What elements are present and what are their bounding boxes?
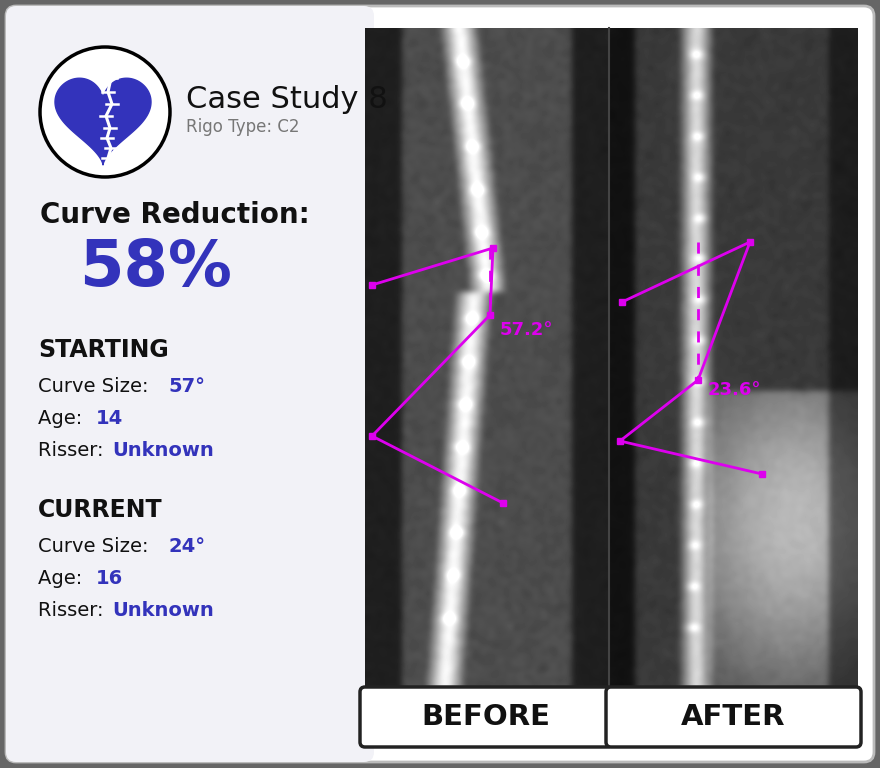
Text: Case Study 8: Case Study 8 <box>186 85 388 114</box>
Text: Risser:: Risser: <box>38 441 110 459</box>
Circle shape <box>40 47 170 177</box>
Text: Curve Size:: Curve Size: <box>38 538 155 557</box>
Text: Curve Reduction:: Curve Reduction: <box>40 201 310 229</box>
Text: Risser:: Risser: <box>38 601 110 621</box>
Text: 58%: 58% <box>78 237 231 299</box>
Text: STARTING: STARTING <box>38 338 169 362</box>
Text: 23.6°: 23.6° <box>708 381 761 399</box>
Polygon shape <box>55 78 151 165</box>
FancyBboxPatch shape <box>606 687 861 747</box>
Text: BEFORE: BEFORE <box>422 703 551 731</box>
FancyBboxPatch shape <box>6 6 874 762</box>
Text: AFTER: AFTER <box>681 703 785 731</box>
FancyBboxPatch shape <box>360 687 612 747</box>
Text: Unknown: Unknown <box>112 441 214 459</box>
Text: Age:: Age: <box>38 570 89 588</box>
Text: 24°: 24° <box>168 538 205 557</box>
Text: Age:: Age: <box>38 409 89 428</box>
Text: CURRENT: CURRENT <box>38 498 163 522</box>
Text: 14: 14 <box>96 409 123 428</box>
Text: Rigo Type: C2: Rigo Type: C2 <box>186 118 299 136</box>
Text: Curve Size:: Curve Size: <box>38 376 155 396</box>
Text: Unknown: Unknown <box>112 601 214 621</box>
FancyBboxPatch shape <box>16 16 364 752</box>
FancyBboxPatch shape <box>6 6 374 762</box>
Text: 57.2°: 57.2° <box>500 321 554 339</box>
Text: 16: 16 <box>96 570 123 588</box>
Text: 57°: 57° <box>168 376 205 396</box>
